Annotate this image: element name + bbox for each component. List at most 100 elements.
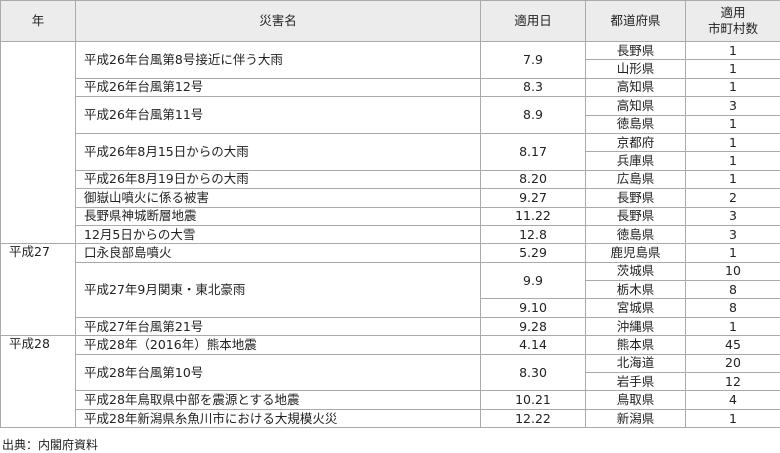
year-cell: 平成28 — [0, 335, 76, 429]
disaster-name: 平成26年8月15日からの大雨 — [75, 132, 481, 171]
table-row: 平成26年8月19日からの大雨 8.20 広島県 1 — [1, 169, 780, 190]
table-row: 12月5日からの大雪 12.8 徳島県 3 — [1, 224, 780, 245]
prefecture: 京都府 — [585, 132, 686, 153]
apply-date: 9.27 — [480, 188, 586, 208]
prefecture: 兵庫県 — [585, 151, 686, 171]
header-row: 年災害名 適用日 都道府県 適用 市町村数 — [0, 0, 780, 42]
prefecture: 宮城県 — [585, 298, 686, 318]
table-row: 平成26年8月15日からの大雨 8.17 京都府 1 — [1, 132, 780, 171]
header-cell: 適用日 — [480, 0, 586, 42]
table-row: 平成27年台風第21号 9.28 沖縄県 1 — [1, 316, 780, 337]
municipality-count: 1 — [685, 77, 780, 98]
apply-date: 5.29 — [480, 243, 586, 263]
prefecture: 鳥取県 — [585, 390, 686, 410]
table-row: 岩手県 12 — [1, 372, 780, 392]
header-cell: 都道府県 — [585, 0, 686, 42]
municipality-count: 1 — [685, 132, 780, 153]
municipality-count: 1 — [685, 408, 780, 429]
municipality-count: 4 — [685, 390, 780, 410]
municipality-count: 12 — [685, 372, 780, 392]
apply-date: 8.3 — [480, 77, 586, 98]
disaster-table: 年災害名 適用日 都道府県 適用 市町村数 平成26年台風第8号接近に伴う大雨 7.9 長野… — [0, 0, 780, 429]
municipality-count: 1 — [685, 151, 780, 171]
table-row: 平成28年鳥取県中部を震源とする地震 10.21 鳥取県 4 — [1, 390, 780, 410]
apply-date: 9.28 — [480, 316, 586, 337]
disaster-name: 長野県神城断層地震 — [75, 206, 481, 226]
disaster-name: 平成27年台風第21号 — [75, 316, 481, 337]
apply-date: 10.21 — [480, 390, 586, 410]
table-row: 長野県神城断層地震 11.22 長野県 3 — [1, 206, 780, 226]
prefecture: 広島県 — [585, 169, 686, 190]
prefecture: 栃木県 — [585, 280, 686, 300]
municipality-count: 20 — [685, 353, 780, 374]
table-row: 平成26年台風第12号 8.3 高知県 1 — [1, 77, 780, 98]
municipality-count: 3 — [685, 206, 780, 226]
municipality-count: 45 — [685, 335, 780, 355]
apply-date: 12.8 — [480, 224, 586, 245]
prefecture: 長野県 — [585, 40, 686, 61]
prefecture: 岩手県 — [585, 372, 686, 392]
disaster-name: 口永良部島噴火 — [75, 243, 481, 263]
municipality-count: 1 — [685, 169, 780, 190]
table-row: 御嶽山噴火に係る被害 9.27 長野県 2 — [1, 188, 780, 208]
table-row: 平成26年台風第11号 8.9 高知県 3 — [1, 96, 780, 134]
table-row: 栃木県 8 — [1, 280, 780, 300]
table-row: 9.10 宮城県 8 — [1, 298, 780, 318]
disaster-name: 平成28年台風第10号 — [75, 353, 481, 392]
prefecture: 北海道 — [585, 353, 686, 374]
table-row: 平成27 口永良部島噴火 5.29 鹿児島県 1 — [0, 243, 780, 337]
municipality-count: 10 — [685, 261, 780, 282]
apply-date: 9.10 — [480, 298, 586, 318]
disaster-name: 平成28年鳥取県中部を震源とする地震 — [75, 390, 481, 410]
prefecture: 山形県 — [585, 59, 686, 79]
disaster-name: 平成27年9月関東・東北豪雨 — [75, 261, 481, 318]
header-cell: 年 — [0, 0, 76, 42]
apply-date: 8.20 — [480, 169, 586, 190]
disaster-name: 12月5日からの大雪 — [75, 224, 481, 245]
disaster-name: 平成28年新潟県糸魚川市における大規模火災 — [75, 408, 481, 429]
disaster-name: 平成26年台風第11号 — [75, 96, 481, 134]
municipality-count: 1 — [685, 243, 780, 263]
prefecture: 熊本県 — [585, 335, 686, 355]
municipality-count: 8 — [685, 280, 780, 300]
disaster-name: 平成28年（2016年）熊本地震 — [75, 335, 481, 355]
header-cell: 適用 市町村数 — [685, 0, 780, 42]
prefecture: 徳島県 — [585, 114, 686, 134]
municipality-count: 1 — [685, 59, 780, 79]
municipality-count: 3 — [685, 96, 780, 116]
prefecture: 鹿児島県 — [585, 243, 686, 263]
municipality-count: 1 — [685, 316, 780, 337]
prefecture: 長野県 — [585, 188, 686, 208]
table-row: 平成28年新潟県糸魚川市における大規模火災 12.22 新潟県 1 — [1, 408, 780, 429]
municipality-count: 8 — [685, 298, 780, 318]
municipality-count: 2 — [685, 188, 780, 208]
disaster-name: 平成26年台風第12号 — [75, 77, 481, 98]
apply-date: 8.9 — [480, 96, 586, 134]
prefecture: 高知県 — [585, 77, 686, 98]
apply-date: 7.9 — [480, 41, 586, 79]
table-row: 平成28年台風第10号 8.30 北海道 20 — [1, 353, 780, 392]
prefecture: 沖縄県 — [585, 316, 686, 337]
prefecture: 高知県 — [585, 96, 686, 116]
prefecture: 茨城県 — [585, 261, 686, 282]
apply-date: 8.17 — [480, 132, 586, 171]
disaster-name: 平成26年台風第8号接近に伴う大雨 — [75, 41, 481, 79]
table-row: 平成27年9月関東・東北豪雨 9.9 茨城県 10 — [1, 261, 780, 318]
table-row: 平成28 平成28年（2016年）熊本地震 4.14 熊本県 45 — [0, 335, 780, 429]
disaster-name: 平成26年8月19日からの大雨 — [75, 169, 481, 190]
table-row: 平成26年台風第8号接近に伴う大雨 7.9 長野県 1 — [0, 40, 780, 245]
header-cell: 災害名 — [75, 0, 481, 42]
header-line: 市町村数 — [707, 21, 758, 36]
header-line: 適用 — [720, 5, 746, 20]
apply-date: 8.30 — [480, 353, 586, 392]
apply-date: 9.9 — [480, 261, 586, 300]
year-cell — [0, 40, 76, 245]
source-note: 出典：内閣府資料 — [2, 438, 99, 453]
disaster-name: 御嶽山噴火に係る被害 — [75, 188, 481, 208]
year-cell: 平成27 — [0, 243, 76, 337]
table-body: 平成26年台風第8号接近に伴う大雨 7.9 長野県 1 山形県 1 平成26年台風第12号 8… — [0, 40, 780, 429]
apply-date: 4.14 — [480, 335, 586, 355]
municipality-count: 1 — [685, 40, 780, 61]
municipality-count: 3 — [685, 224, 780, 245]
prefecture: 徳島県 — [585, 224, 686, 245]
